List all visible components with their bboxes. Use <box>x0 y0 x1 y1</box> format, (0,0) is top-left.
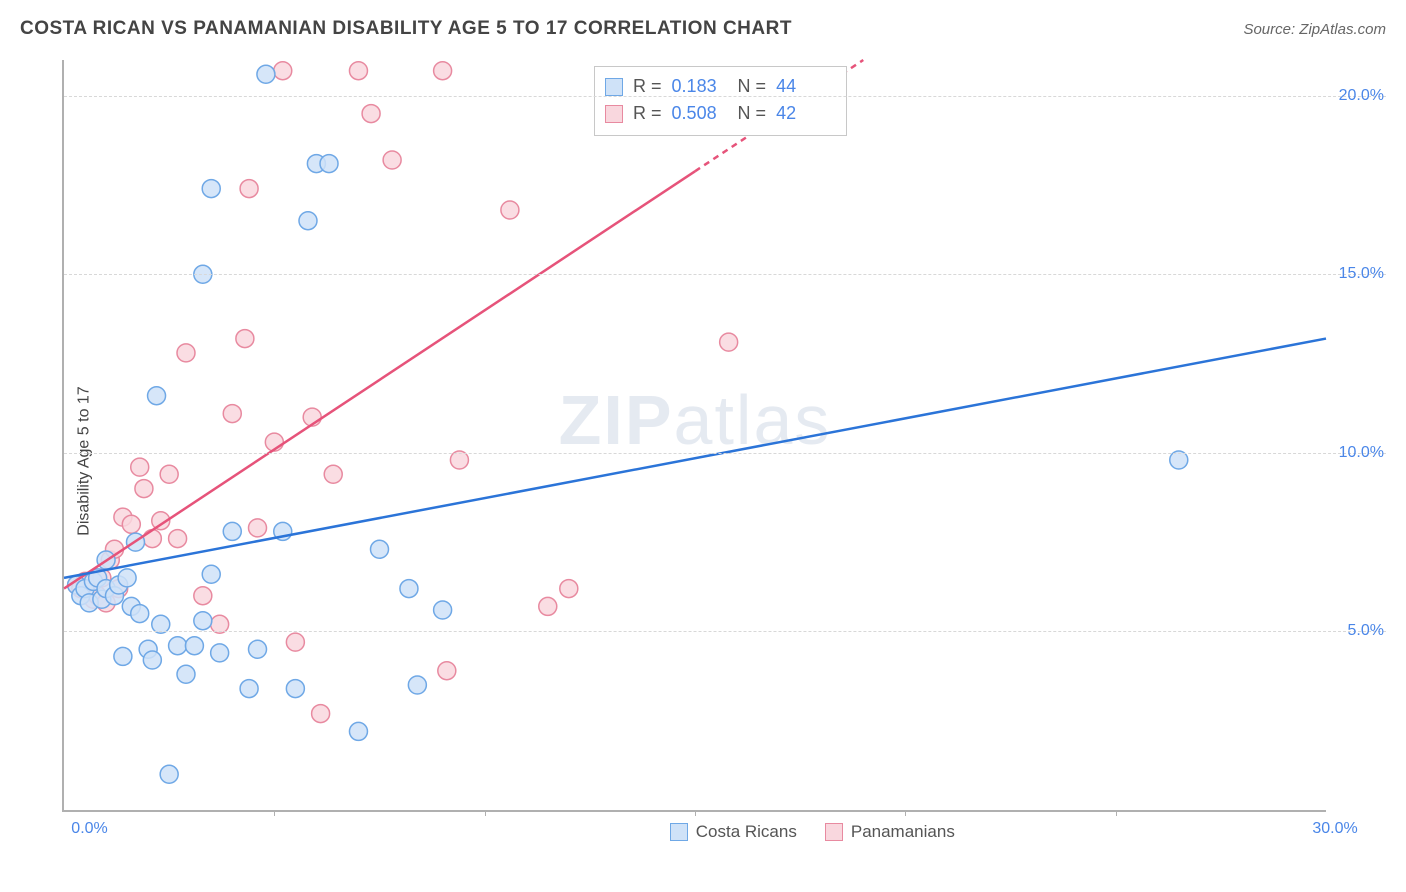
chart-area: Disability Age 5 to 17 ZIPatlas R = 0.18… <box>20 50 1386 872</box>
stats-r-panamanians: 0.508 <box>672 100 728 127</box>
plot-svg <box>64 60 1326 810</box>
x-tick-label: 30.0% <box>1312 820 1357 838</box>
chart-title: COSTA RICAN VS PANAMANIAN DISABILITY AGE… <box>20 18 792 40</box>
chart-header: COSTA RICAN VS PANAMANIAN DISABILITY AGE… <box>0 0 1406 50</box>
legend-swatch-costa-ricans <box>670 823 688 841</box>
y-tick-label: 10.0% <box>1339 444 1384 462</box>
stats-r-label-2: R = <box>633 100 662 127</box>
stats-box: R = 0.183 N = 44 R = 0.508 N = 42 <box>594 66 847 136</box>
x-tick-label: 0.0% <box>71 820 107 838</box>
chart-source: Source: ZipAtlas.com <box>1243 21 1386 38</box>
legend-swatch-panamanians <box>825 823 843 841</box>
swatch-costa-ricans <box>605 78 623 96</box>
y-tick-label: 20.0% <box>1339 87 1384 105</box>
y-tick-label: 5.0% <box>1348 622 1384 640</box>
stats-n-panamanians: 42 <box>776 100 832 127</box>
legend-label-costa-ricans: Costa Ricans <box>696 822 797 842</box>
legend-item-panamanians: Panamanians <box>825 822 955 842</box>
legend: Costa Ricans Panamanians <box>670 822 955 842</box>
stats-n-label-2: N = <box>738 100 767 127</box>
stats-row-panamanians: R = 0.508 N = 42 <box>605 100 832 127</box>
y-tick-label: 15.0% <box>1339 265 1384 283</box>
swatch-panamanians <box>605 105 623 123</box>
legend-item-costa-ricans: Costa Ricans <box>670 822 797 842</box>
plot-region: ZIPatlas R = 0.183 N = 44 R = 0.508 N = … <box>62 60 1326 812</box>
legend-label-panamanians: Panamanians <box>851 822 955 842</box>
